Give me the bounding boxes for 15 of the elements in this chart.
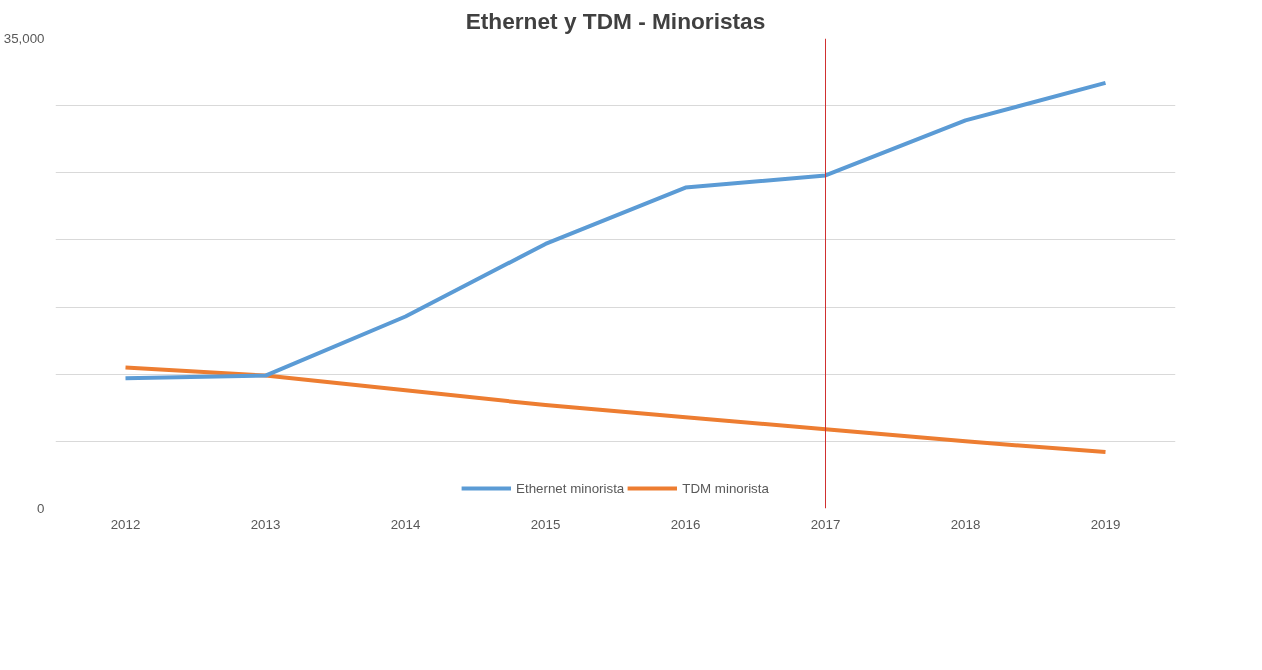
x-tick-label: 2015 bbox=[530, 516, 561, 532]
y-tick-label: 35,000 bbox=[3, 31, 45, 46]
x-tick-label: 2018 bbox=[950, 516, 981, 532]
x-tick-label: 2014 bbox=[390, 516, 421, 532]
x-tick-label: 2013 bbox=[250, 516, 281, 532]
line-series bbox=[123, 80, 1108, 381]
line-series bbox=[123, 365, 1108, 455]
legend-label: TDM minorista bbox=[682, 480, 769, 496]
x-tick-label: 2019 bbox=[1090, 516, 1121, 532]
chart-title: Ethernet y TDM - Minoristas bbox=[465, 7, 766, 34]
x-tick-label: 2016 bbox=[670, 516, 701, 532]
legend-label: Ethernet minorista bbox=[516, 480, 625, 496]
x-tick-label: 2012 bbox=[110, 516, 141, 532]
y-tick-label: 0 bbox=[37, 501, 45, 516]
x-tick-label: 2017 bbox=[810, 516, 841, 532]
